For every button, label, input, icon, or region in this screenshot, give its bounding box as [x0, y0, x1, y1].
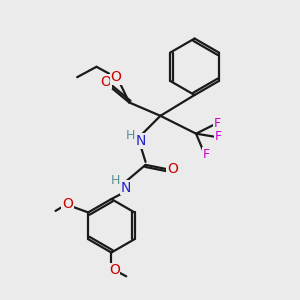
Text: N: N: [121, 181, 131, 195]
Text: O: O: [109, 263, 120, 278]
Text: N: N: [136, 134, 146, 148]
Text: O: O: [110, 70, 121, 84]
Text: O: O: [62, 196, 73, 211]
Text: F: F: [203, 148, 210, 161]
Text: F: F: [215, 130, 222, 143]
Text: O: O: [100, 75, 111, 88]
Text: H: H: [126, 129, 135, 142]
Text: O: O: [167, 162, 178, 176]
Text: F: F: [213, 117, 220, 130]
Text: H: H: [111, 174, 121, 187]
